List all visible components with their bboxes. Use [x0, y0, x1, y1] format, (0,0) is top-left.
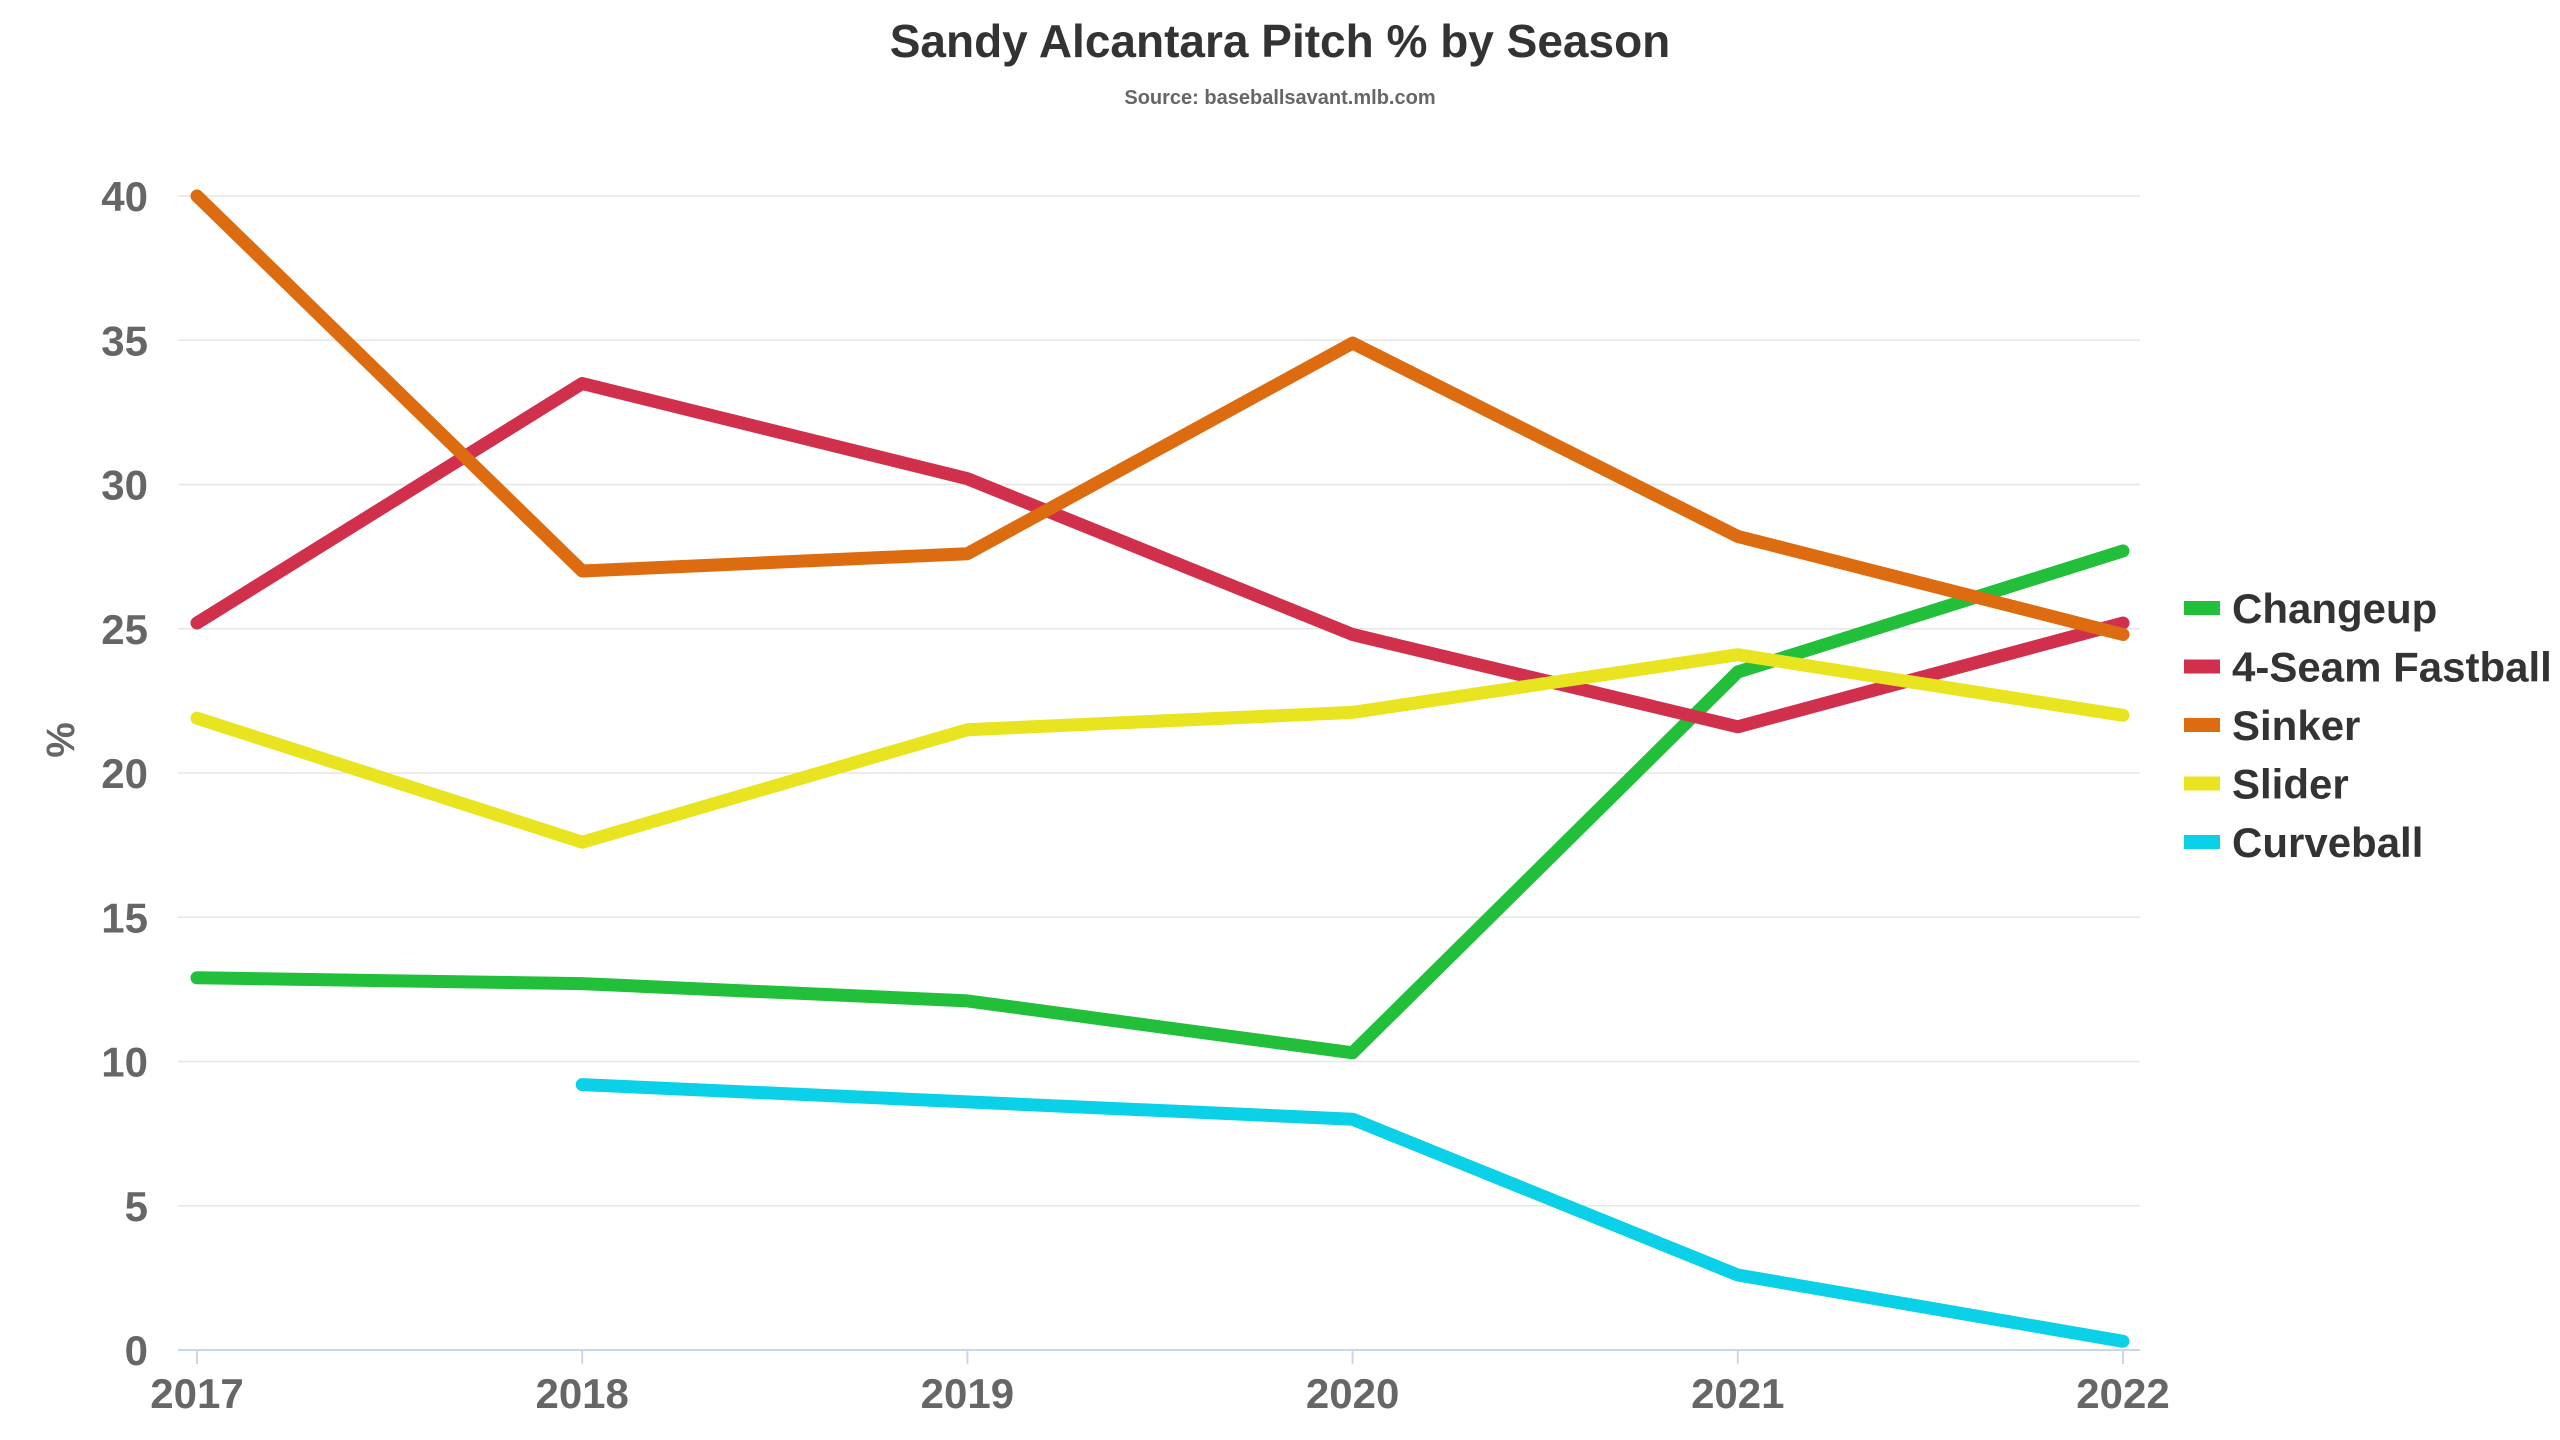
series-line-changeup[interactable] [190, 544, 2130, 1060]
legend-label: Curveball [2232, 819, 2423, 866]
gridlines [178, 195, 2140, 1207]
y-tick-label: 35 [101, 317, 148, 364]
series-lines [190, 189, 2130, 1348]
series-line-sinker[interactable] [190, 189, 2130, 641]
x-tick-label: 2021 [1691, 1370, 1784, 1417]
y-tick-label: 30 [101, 462, 148, 509]
x-tick-label: 2018 [535, 1370, 628, 1417]
legend-label: Sinker [2232, 702, 2360, 749]
y-axis-title: % [39, 722, 83, 758]
legend-item-4-seam-fastball[interactable]: 4-Seam Fastball [2184, 644, 2552, 691]
legend-item-curveball[interactable]: Curveball [2184, 819, 2423, 866]
legend: Changeup 4-Seam Fastball Sinker Slider Curve… [2184, 585, 2552, 866]
legend-swatch [2184, 776, 2220, 791]
legend-label: Changeup [2232, 585, 2437, 632]
x-tick-label: 2022 [2076, 1370, 2169, 1417]
legend-swatch [2184, 659, 2220, 674]
series-line-4-seam-fastball[interactable] [190, 377, 2130, 734]
y-tick-label: 25 [101, 606, 148, 653]
chart-subtitle: Source: baseballsavant.mlb.com [1124, 87, 1435, 109]
y-tick-label: 15 [101, 894, 148, 941]
x-tick-label: 2020 [1306, 1370, 1399, 1417]
legend-item-sinker[interactable]: Sinker [2184, 702, 2360, 749]
y-tick-label: 20 [101, 750, 148, 797]
legend-swatch [2184, 601, 2220, 615]
legend-item-slider[interactable]: Slider [2184, 761, 2349, 808]
y-tick-label: 0 [125, 1327, 148, 1374]
series-line-slider[interactable] [190, 648, 2130, 849]
y-tick-label: 5 [125, 1183, 148, 1230]
legend-swatch [2184, 718, 2220, 732]
legend-item-changeup[interactable]: Changeup [2184, 585, 2437, 632]
y-tick-label: 40 [101, 173, 148, 220]
x-tick-label: 2017 [150, 1370, 243, 1417]
x-tick-label: 2019 [921, 1370, 1014, 1417]
legend-label: Slider [2232, 761, 2349, 808]
legend-label: 4-Seam Fastball [2232, 644, 2552, 691]
y-tick-label: 10 [101, 1039, 148, 1086]
chart-title: Sandy Alcantara Pitch % by Season [890, 15, 1671, 67]
series-line-curveball[interactable] [575, 1078, 2130, 1348]
legend-swatch [2184, 835, 2220, 849]
axes: 0 5 10 15 20 25 30 35 40 2017 2018 2019 2020 2021 2022 [101, 173, 2169, 1417]
